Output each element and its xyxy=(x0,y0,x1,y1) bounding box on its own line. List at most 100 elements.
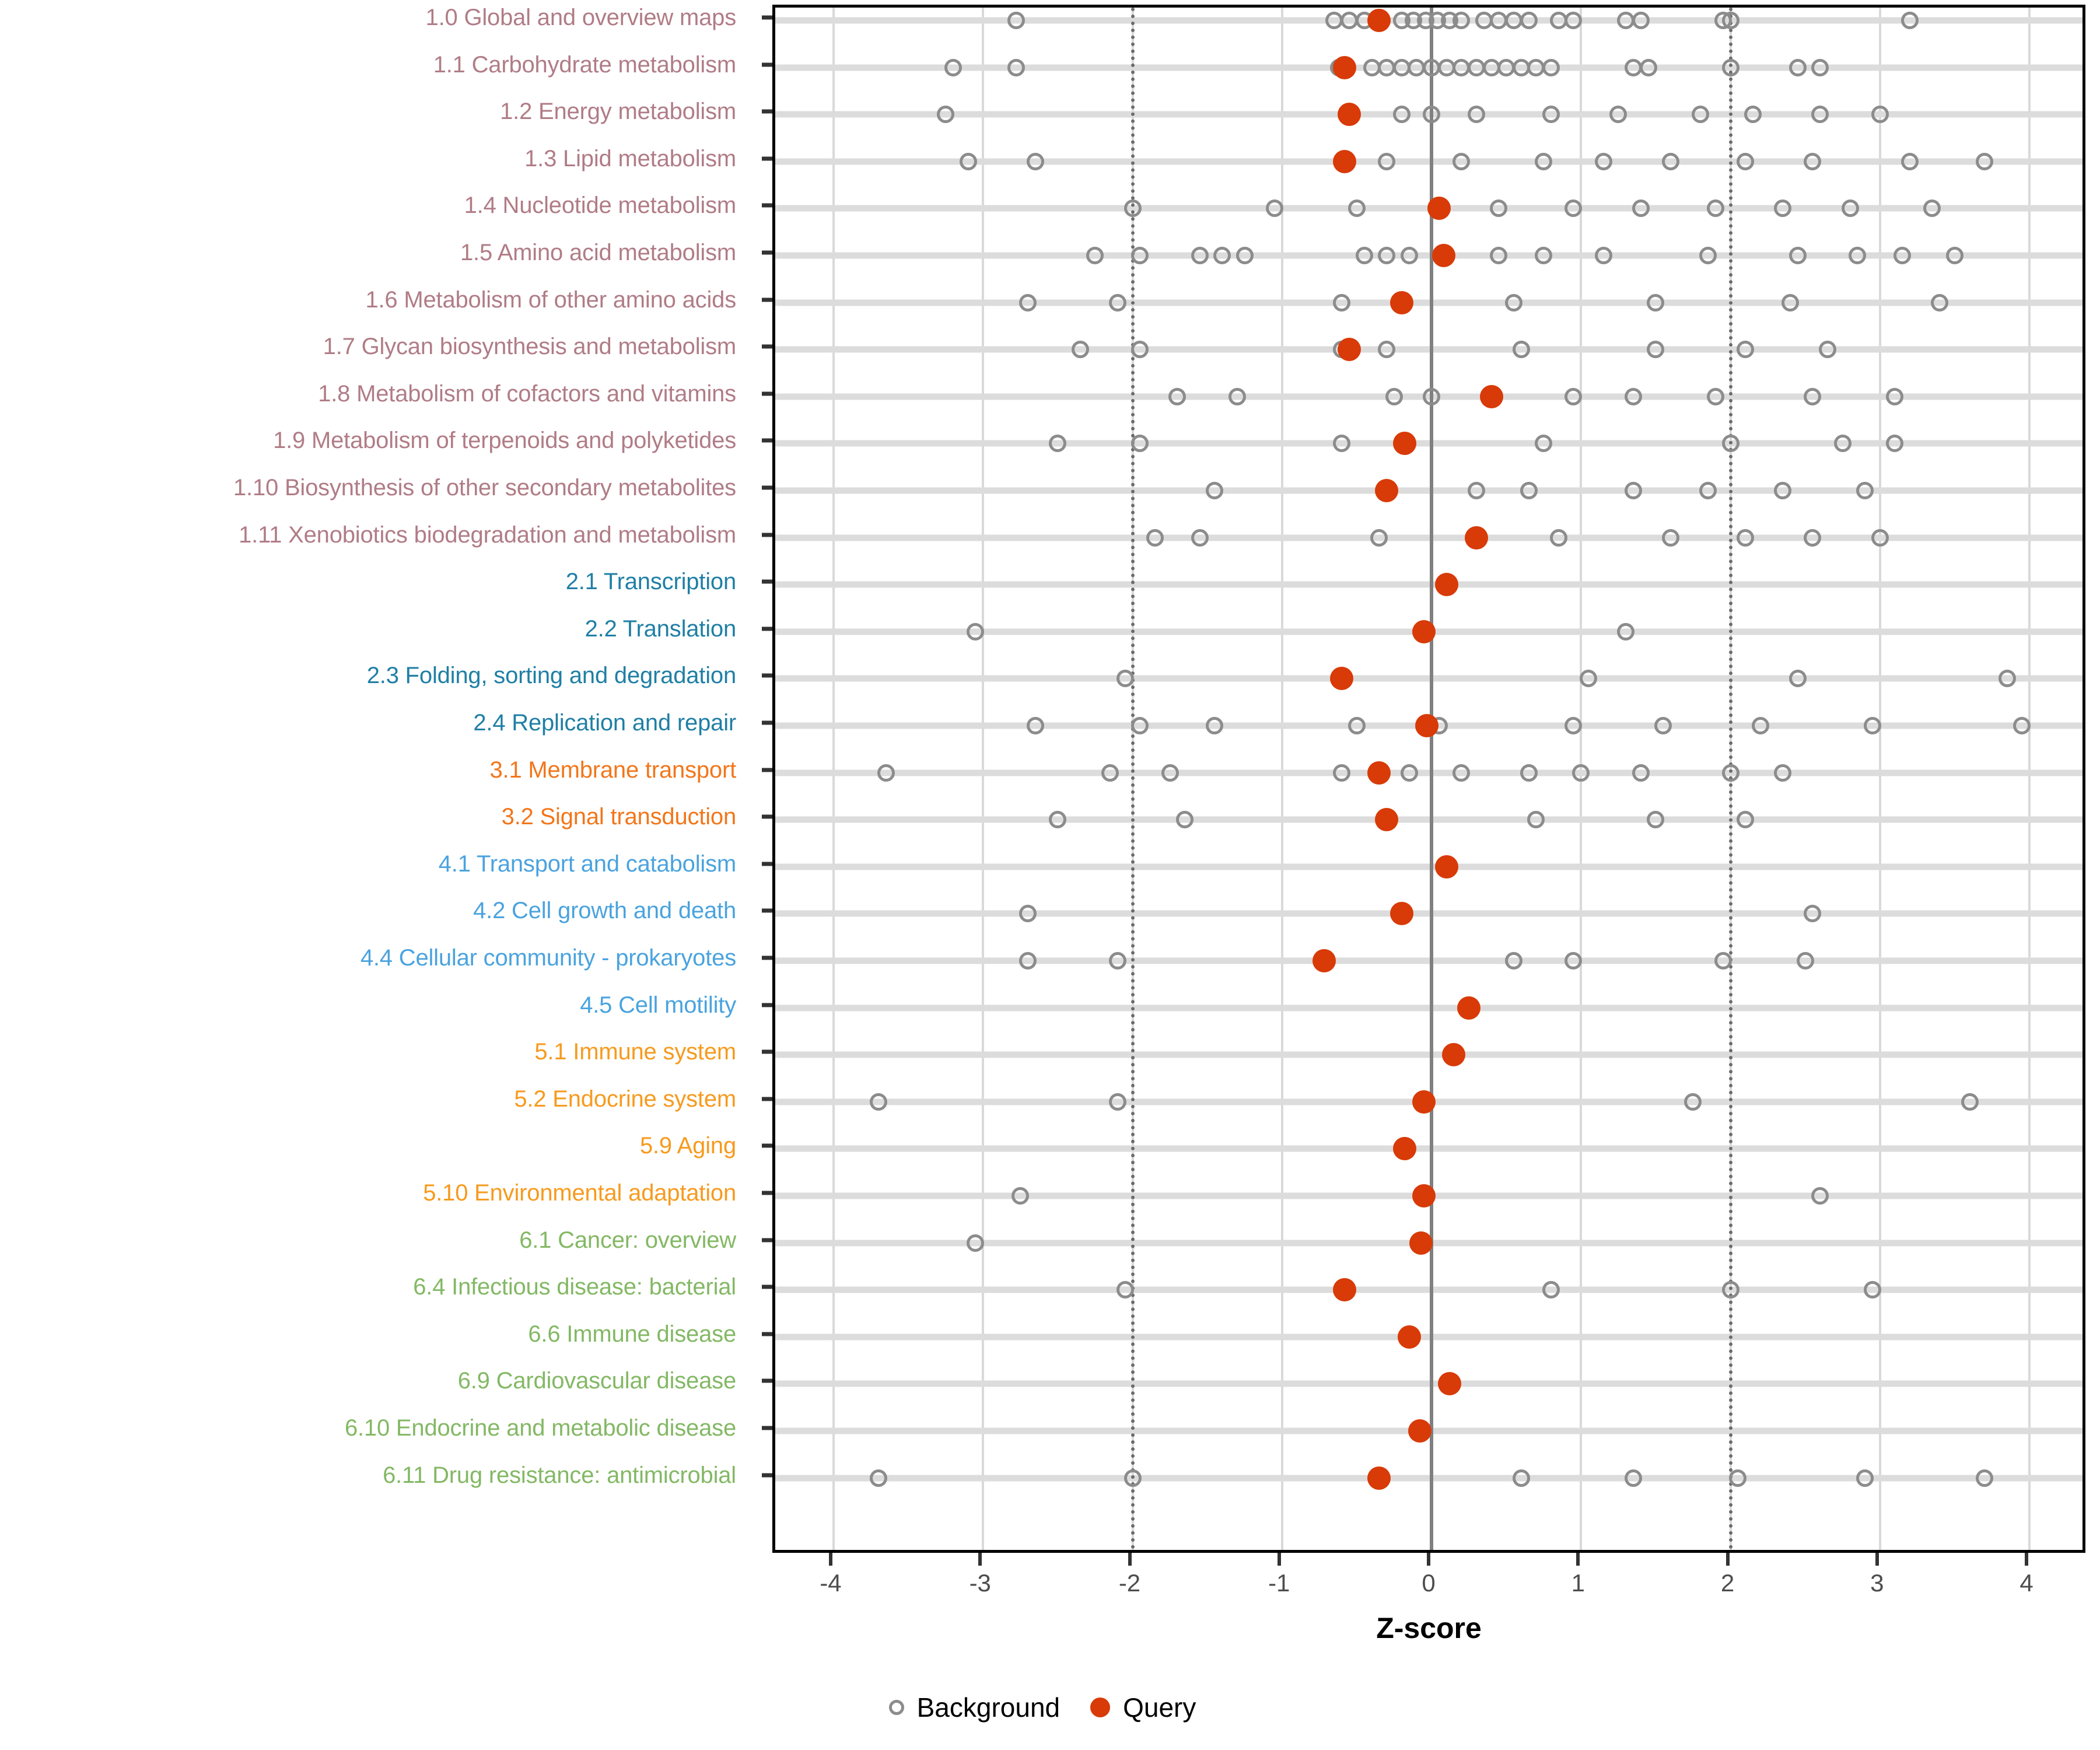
background-point xyxy=(1737,811,1755,829)
background-point xyxy=(1535,247,1553,264)
background-point xyxy=(1662,152,1679,170)
background-point xyxy=(1168,387,1186,405)
legend-label-background: Background xyxy=(916,1692,1060,1723)
background-point xyxy=(1131,341,1149,359)
y-axis-category-label: 4.5 Cell motility xyxy=(580,992,736,1018)
y-axis-category-label: 1.3 Lipid metabolism xyxy=(524,145,736,172)
background-point xyxy=(1348,200,1366,218)
background-point xyxy=(1542,1281,1560,1299)
y-axis-category-label: 2.4 Replication and repair xyxy=(473,710,736,736)
y-axis-tick xyxy=(762,438,772,443)
background-point xyxy=(1804,905,1822,923)
query-point xyxy=(1375,479,1399,502)
background-point xyxy=(1400,764,1418,782)
y-axis-tick xyxy=(762,1049,772,1054)
background-point xyxy=(1520,482,1538,499)
background-point xyxy=(1108,952,1126,970)
background-point xyxy=(1774,200,1792,218)
y-axis-tick xyxy=(762,1191,772,1195)
background-point xyxy=(1124,1469,1142,1487)
background-point xyxy=(1804,528,1822,547)
y-axis-category-label: 1.10 Biosynthesis of other secondary met… xyxy=(233,475,736,501)
y-gridline xyxy=(775,863,2082,870)
x-gridline xyxy=(982,8,985,1550)
background-point xyxy=(1849,247,1867,264)
y-gridline xyxy=(775,252,2082,259)
background-point xyxy=(1863,1281,1881,1299)
background-point xyxy=(1019,905,1037,923)
background-point xyxy=(1564,12,1583,29)
y-axis-tick xyxy=(762,1143,772,1148)
x-axis-tick xyxy=(1128,1553,1132,1566)
background-point xyxy=(1019,293,1037,312)
background-point xyxy=(1549,528,1567,547)
query-point xyxy=(1390,902,1413,926)
background-point xyxy=(1564,200,1583,218)
background-point xyxy=(1886,387,1904,405)
threshold-line xyxy=(1130,8,1135,1550)
chart-legend: Background Query xyxy=(0,1692,2100,1723)
background-point xyxy=(1737,341,1755,359)
y-gridline xyxy=(775,158,2082,165)
y-axis-category-label: 1.2 Energy metabolism xyxy=(500,99,736,125)
background-point xyxy=(1841,200,1859,218)
background-point xyxy=(1116,670,1134,688)
background-point xyxy=(1662,528,1679,547)
x-axis-tick xyxy=(1726,1553,1730,1566)
x-axis-tick-label: -4 xyxy=(820,1569,842,1597)
x-axis-tick-label: 4 xyxy=(2020,1569,2034,1597)
background-point xyxy=(1901,152,1919,170)
background-point xyxy=(1721,58,1740,76)
background-point xyxy=(1856,482,1874,499)
y-axis-tick xyxy=(762,62,772,67)
background-point xyxy=(1624,1469,1642,1487)
background-point xyxy=(1146,528,1164,547)
background-point xyxy=(1504,293,1522,312)
background-point xyxy=(1737,528,1755,547)
query-point xyxy=(1330,667,1354,691)
background-point xyxy=(1191,247,1209,264)
background-point xyxy=(1632,764,1650,782)
background-point xyxy=(1378,341,1396,359)
x-axis-tick-label: -1 xyxy=(1268,1569,1290,1597)
y-axis-category-label: 5.1 Immune system xyxy=(534,1039,736,1065)
x-gridline xyxy=(2028,8,2031,1550)
background-point xyxy=(1833,435,1852,453)
y-axis-tick xyxy=(762,156,772,161)
background-point xyxy=(1782,293,1799,312)
background-point xyxy=(1811,58,1829,76)
background-point xyxy=(1721,764,1740,782)
background-point xyxy=(1007,58,1025,76)
background-point xyxy=(1856,1469,1874,1487)
background-point xyxy=(1624,387,1642,405)
y-gridline xyxy=(775,675,2082,682)
y-gridline xyxy=(775,1005,2082,1012)
y-gridline xyxy=(775,581,2082,588)
background-point xyxy=(1639,58,1657,76)
background-point xyxy=(1452,764,1471,782)
background-point xyxy=(869,1093,887,1111)
query-point xyxy=(1367,9,1391,32)
y-axis-tick xyxy=(762,15,772,20)
x-axis-tick xyxy=(1576,1553,1580,1566)
background-point xyxy=(1101,764,1119,782)
background-point xyxy=(1019,952,1037,970)
background-point xyxy=(1527,811,1545,829)
background-point xyxy=(1632,12,1650,29)
background-point xyxy=(2013,717,2031,734)
y-axis-category-label: 1.5 Amino acid metabolism xyxy=(460,240,736,265)
y-axis-category-label: 1.0 Global and overview maps xyxy=(425,5,737,30)
background-point xyxy=(1774,764,1792,782)
background-point xyxy=(1370,528,1388,547)
background-point xyxy=(1961,1093,1979,1111)
background-point xyxy=(1520,764,1538,782)
y-axis-category-label: 3.1 Membrane transport xyxy=(489,757,737,783)
background-point xyxy=(1886,435,1904,453)
background-point xyxy=(1026,152,1044,170)
y-axis-category-label: 6.10 Endocrine and metabolic disease xyxy=(344,1415,736,1441)
background-point xyxy=(967,622,985,640)
background-point xyxy=(1504,952,1522,970)
query-point xyxy=(1415,714,1439,737)
x-axis-tick xyxy=(1427,1553,1430,1566)
query-point xyxy=(1333,149,1357,173)
